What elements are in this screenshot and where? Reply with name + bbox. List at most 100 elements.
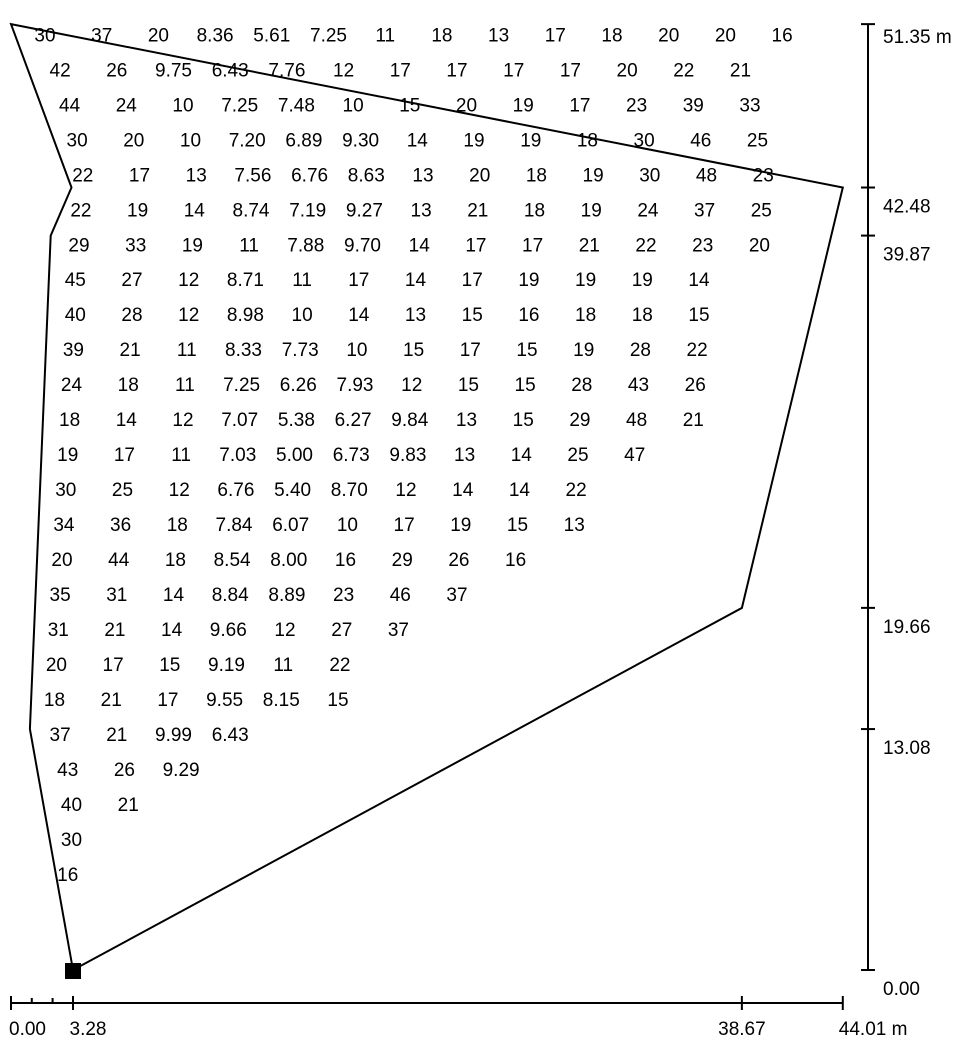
y-axis-tick-label: 51.35 m	[883, 27, 952, 48]
measurement-value: 17	[522, 235, 543, 256]
measurement-value: 7.84	[216, 515, 253, 536]
measurement-value: 47	[624, 445, 645, 466]
measurement-value: 40	[65, 305, 86, 326]
measurement-value: 28	[571, 375, 592, 396]
measurement-value: 18	[118, 375, 139, 396]
measurement-value: 18	[59, 410, 80, 431]
measurement-value: 10	[337, 515, 358, 536]
measurement-value: 35	[50, 585, 71, 606]
measurement-values: 30 37 20 8.36 5.61 7.25 11 18 13 17 18 20 20 16 42 26 9.…	[34, 25, 792, 886]
measurement-value: 14	[688, 270, 710, 291]
x-axis-tick-label: 0.00	[9, 1019, 46, 1040]
measurement-value: 15	[462, 305, 483, 326]
x-axis-tick-label: 44.01 m	[839, 1019, 908, 1040]
measurement-value: 12	[169, 480, 190, 501]
y-axis-tick-label: 19.66	[883, 617, 931, 638]
measurement-value: 48	[626, 410, 647, 431]
measurement-value: 17	[560, 60, 581, 81]
measurement-value: 19	[513, 95, 534, 116]
measurement-value: 26	[106, 60, 127, 81]
measurement-value: 40	[61, 795, 82, 816]
measurement-value: 25	[112, 480, 133, 501]
y-axis-tick-label: 0.00	[883, 979, 920, 1000]
measurement-value: 6.27	[335, 410, 372, 431]
measurement-value: 7.25	[221, 95, 258, 116]
measurement-value: 15	[513, 410, 534, 431]
measurement-value: 19	[518, 270, 539, 291]
measurement-value: 26	[685, 375, 706, 396]
measurement-value: 15	[327, 690, 348, 711]
measurement-value: 46	[690, 130, 711, 151]
measurement-value: 17	[446, 60, 467, 81]
measurement-value: 13	[411, 200, 432, 221]
measurement-value: 8.33	[225, 340, 262, 361]
measurement-value: 9.55	[206, 690, 243, 711]
measurement-value: 31	[48, 620, 69, 641]
measurement-value: 30	[55, 480, 76, 501]
measurement-value: 42	[50, 60, 71, 81]
measurement-value: 20	[617, 60, 638, 81]
measurement-value: 10	[292, 305, 313, 326]
measurement-value: 33	[125, 235, 146, 256]
measurement-value: 27	[121, 270, 142, 291]
measurement-value: 8.54	[214, 550, 251, 571]
measurement-value: 7.07	[221, 410, 258, 431]
measurement-value: 39	[683, 95, 704, 116]
measurement-value: 18	[431, 25, 452, 46]
measurement-value: 11	[177, 340, 197, 361]
measurement-value: 11	[239, 235, 259, 256]
measurement-value: 20	[51, 550, 72, 571]
origin-marker	[65, 963, 81, 979]
measurement-value: 14	[509, 480, 531, 501]
y-axis-tick-label: 13.08	[883, 738, 931, 759]
measurement-value: 10	[180, 130, 201, 151]
measurement-value: 18	[167, 515, 188, 536]
measurement-value: 17	[348, 270, 369, 291]
measurement-value: 11	[171, 445, 191, 466]
measurement-value: 6.73	[333, 445, 370, 466]
measurement-value: 21	[579, 235, 600, 256]
measurement-value: 23	[333, 585, 354, 606]
measurement-value: 20	[469, 165, 490, 186]
measurement-value: 20	[148, 25, 169, 46]
x-axis-tick-label: 38.67	[718, 1019, 766, 1040]
measurement-value: 7.20	[229, 130, 266, 151]
measurement-value: 14	[116, 410, 138, 431]
measurement-value: 6.26	[280, 375, 317, 396]
measurement-value: 11	[175, 375, 195, 396]
measurement-value: 14	[511, 445, 533, 466]
measurement-value: 19	[463, 130, 484, 151]
measurement-value: 7.25	[223, 375, 260, 396]
site-boundary-outline	[9, 22, 845, 972]
measurement-value: 9.29	[163, 760, 200, 781]
measurement-value: 8.63	[348, 165, 385, 186]
measurement-value: 17	[460, 340, 481, 361]
measurement-value: 11	[273, 655, 293, 676]
measurement-value: 26	[448, 550, 469, 571]
measurement-value: 10	[346, 340, 367, 361]
measurement-value: 21	[101, 690, 122, 711]
measurement-value: 21	[120, 340, 141, 361]
measurement-value: 6.43	[212, 725, 249, 746]
measurement-value: 13	[456, 410, 477, 431]
measurement-value: 7.56	[234, 165, 271, 186]
measurement-value: 17	[157, 690, 178, 711]
measurement-value: 20	[123, 130, 144, 151]
measurement-value: 15	[688, 305, 709, 326]
measurement-value: 25	[567, 445, 588, 466]
measurement-value: 13	[488, 25, 509, 46]
measurement-value: 7.48	[278, 95, 315, 116]
measurement-value: 44	[108, 550, 130, 571]
measurement-value: 19	[520, 130, 541, 151]
measurement-value: 9.84	[391, 410, 428, 431]
measurement-value: 43	[628, 375, 649, 396]
measurement-value: 34	[53, 515, 75, 536]
measurement-value: 18	[632, 305, 653, 326]
measurement-value: 17	[462, 270, 483, 291]
measurement-value: 8.98	[227, 305, 264, 326]
measurement-value: 9.66	[210, 620, 247, 641]
x-axis: 0.00 3.28 38.67 44.01 m	[9, 996, 907, 1040]
measurement-value: 37	[446, 585, 467, 606]
measurement-value: 19	[583, 165, 604, 186]
